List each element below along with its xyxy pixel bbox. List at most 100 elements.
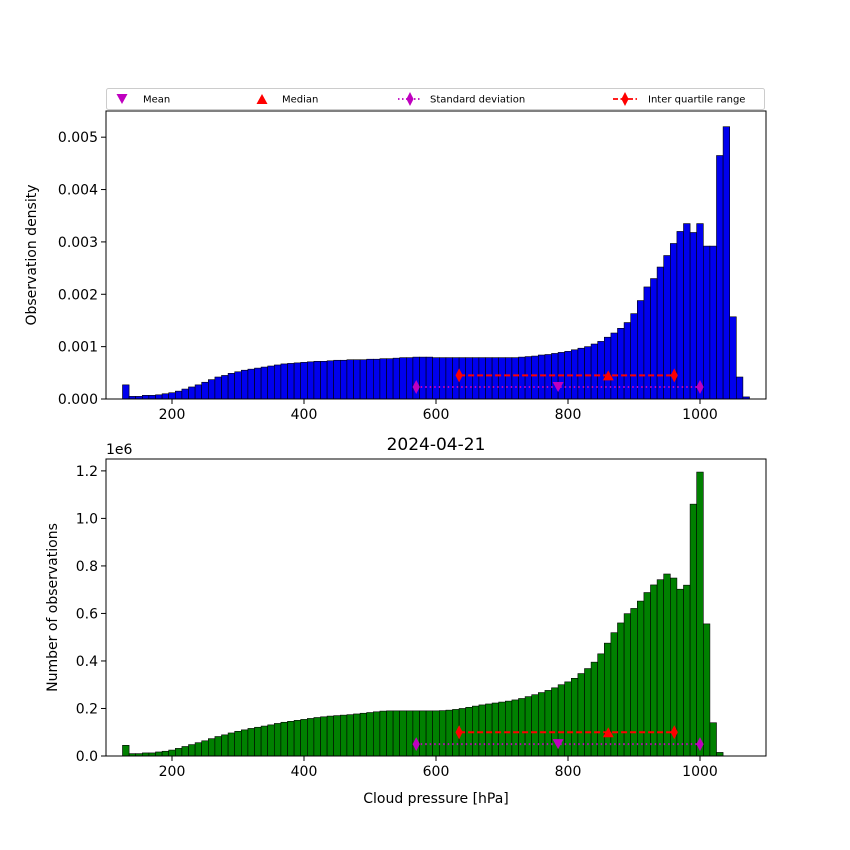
bar (524, 356, 532, 400)
y-tick-label: 0.004 (58, 183, 98, 199)
bar (208, 738, 216, 757)
y-tick-label: 0.6 (76, 606, 98, 622)
bar (590, 343, 598, 400)
bar (353, 713, 361, 757)
bar (313, 717, 321, 757)
bar (241, 369, 249, 400)
count-axes: 200 400 600 800 1000 0.0 0.2 0.4 0.6 0.8 1.0 1.2 Num… (45, 435, 767, 807)
bar (155, 394, 163, 400)
sd-low-marker (412, 737, 420, 752)
bar (405, 357, 414, 400)
bar (339, 714, 348, 757)
bar (287, 363, 295, 400)
bar (300, 362, 308, 400)
bar (247, 728, 255, 757)
legend-label-0: Mean (143, 95, 170, 106)
y-offset-text: 1e6 (106, 442, 133, 458)
bar (405, 710, 414, 757)
bar (287, 721, 295, 757)
bar (260, 725, 269, 757)
bar (333, 715, 341, 757)
bar (735, 376, 744, 400)
bar (485, 357, 493, 400)
bar (188, 386, 196, 400)
bar (478, 357, 486, 400)
bar (201, 740, 209, 757)
bar (227, 373, 236, 400)
bar (623, 322, 631, 400)
legend-marker-0 (116, 94, 128, 104)
bar (273, 364, 282, 400)
bar (254, 726, 262, 757)
bar (518, 698, 526, 757)
sd-high-marker (696, 379, 704, 394)
bar (656, 579, 664, 757)
bar (702, 623, 711, 757)
bar (241, 729, 249, 757)
bar (524, 696, 532, 757)
bar (650, 584, 658, 757)
x-tick-label: 200 (159, 407, 186, 423)
bar (386, 710, 394, 757)
bar (544, 690, 552, 757)
bar (432, 710, 440, 757)
legend: Mean Median Standard deviation Inter quarti… (106, 88, 765, 110)
bar (181, 388, 189, 400)
legend-label-2: Standard deviation (430, 95, 525, 106)
bar (280, 363, 288, 400)
y-tick-label: 1.0 (76, 511, 98, 527)
bar (643, 286, 651, 400)
bar (234, 730, 242, 757)
bar (696, 471, 704, 757)
legend-marker-3 (621, 92, 629, 106)
iqr-q3-marker (670, 725, 678, 740)
bar (326, 715, 335, 757)
bar (142, 395, 150, 400)
chart-title: 2024-04-21 (387, 435, 486, 455)
bar (399, 357, 407, 400)
legend-label-3: Inter quartile range (648, 95, 745, 106)
legend-marker-1 (256, 94, 268, 104)
iqr-q1-marker (455, 725, 463, 740)
bar (623, 613, 631, 757)
bar (175, 748, 183, 757)
legend-marker-2 (406, 92, 414, 106)
bar (610, 332, 618, 400)
sd-low-marker (412, 379, 420, 394)
bar (161, 750, 170, 757)
bar (729, 316, 737, 400)
bar (696, 223, 704, 400)
bar (122, 745, 130, 757)
bar (306, 718, 315, 757)
bar (630, 313, 638, 400)
bar (419, 356, 427, 400)
bar (267, 724, 275, 757)
bar (597, 653, 605, 757)
sd-high-marker (696, 737, 704, 752)
bar (386, 358, 394, 400)
legend-frame (106, 88, 765, 110)
bar (544, 354, 552, 400)
y-tick-label: 0.8 (76, 559, 98, 575)
bar (445, 357, 453, 400)
bar (702, 245, 711, 400)
bar (214, 376, 222, 400)
bar (148, 395, 156, 400)
y-tick-label: 0.2 (76, 701, 98, 717)
bar (392, 357, 401, 400)
bar (254, 367, 262, 400)
bar (511, 357, 519, 400)
mean-marker (552, 739, 564, 750)
bar (689, 503, 697, 757)
legend-label-1: Median (282, 95, 318, 106)
y-tick-label: 0.000 (58, 392, 98, 408)
x-tick-label: 200 (159, 764, 186, 780)
bar (194, 742, 203, 757)
bar (366, 712, 374, 757)
x-tick-label: 1000 (682, 764, 718, 780)
bar (273, 723, 282, 757)
bar (293, 362, 302, 400)
bar (201, 381, 209, 400)
bar (504, 357, 513, 400)
